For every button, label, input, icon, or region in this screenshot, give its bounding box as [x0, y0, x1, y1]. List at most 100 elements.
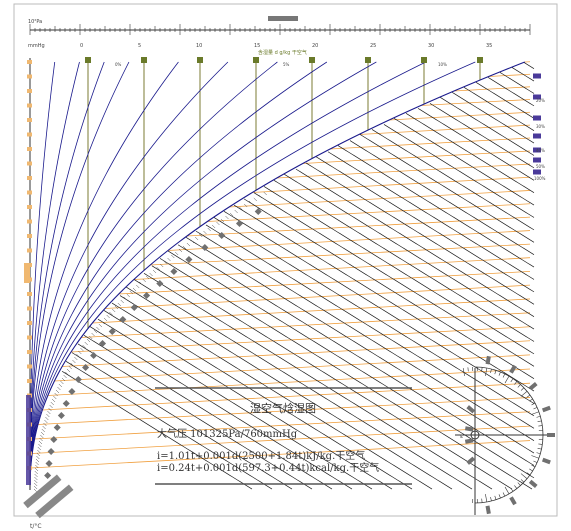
rh-curve — [29, 61, 377, 491]
sat-tick — [84, 341, 88, 346]
enthalpy-line — [151, 265, 513, 490]
sat-tick — [44, 419, 48, 424]
sat-tick — [203, 230, 207, 235]
sat-tick — [239, 206, 243, 211]
sat-tick — [49, 404, 53, 409]
sat-tick — [76, 353, 80, 358]
rh-curve — [29, 61, 105, 491]
sat-tick — [93, 329, 98, 334]
sat-marker — [235, 219, 244, 228]
enthalpy-line — [475, 82, 535, 119]
sat-tick — [48, 407, 52, 412]
heat-moisture-ratio-protractor: ε — [455, 355, 555, 515]
sat-tick — [120, 299, 124, 304]
left-temp-marker — [27, 74, 32, 79]
sat-tick — [220, 218, 225, 223]
enthalpy-line — [133, 279, 473, 490]
top-tick-label: 35 — [486, 43, 492, 49]
chart-frame — [13, 3, 558, 517]
sat-marker — [143, 291, 151, 300]
temperature-line — [32, 425, 531, 454]
enthalpy-line — [167, 250, 535, 479]
enthalpy-line — [405, 113, 535, 193]
sat-tick — [68, 365, 72, 370]
sat-tick — [145, 275, 150, 280]
rh-label: 100% — [534, 176, 546, 181]
sat-tick — [263, 191, 267, 196]
sat-tick — [35, 461, 39, 466]
protractor-tick — [514, 381, 518, 385]
sat-tick — [211, 224, 216, 229]
protractor-tick — [504, 375, 510, 384]
sat-tick — [86, 338, 91, 343]
sat-tick — [40, 431, 45, 436]
left-temp-marker — [27, 118, 32, 122]
formula-kcal: i=0.24t+0.001d(597.3+0.44t)kcal/kg.干空气 — [157, 461, 379, 474]
protractor-tick — [517, 482, 521, 486]
top-moisture-marker — [309, 57, 315, 63]
sat-tick — [171, 254, 175, 259]
right-markers — [533, 73, 541, 175]
sat-tick — [39, 437, 43, 442]
left-temp-marker — [27, 219, 32, 224]
sat-marker — [47, 447, 55, 456]
sat-marker — [108, 327, 116, 336]
temperature-line — [133, 257, 531, 280]
rh-curve — [29, 61, 229, 491]
formula-kj: i=1.01t+0.001d(2500+1.84t)kJ/kg.干空气 — [157, 449, 365, 462]
sat-marker — [185, 255, 193, 264]
saturation-scale — [33, 188, 272, 493]
sat-tick — [207, 227, 211, 232]
sat-tick — [70, 362, 74, 367]
protractor-marker — [541, 405, 551, 413]
sat-tick — [35, 458, 40, 463]
protractor-marker-inner — [464, 438, 474, 444]
protractor-tick — [517, 384, 521, 388]
sat-tick — [178, 248, 183, 253]
moisture-lines — [87, 60, 481, 329]
protractor-tick — [531, 464, 536, 468]
sat-tick — [229, 212, 234, 217]
saturation-markers — [43, 207, 262, 492]
sat-tick — [41, 428, 46, 433]
sat-tick — [167, 257, 171, 262]
sat-tick — [123, 296, 127, 301]
right-marker — [533, 73, 541, 79]
info-box: 湿空气焓湿图 大气压 101325Pa/760mmHg i=1.01t+0.00… — [155, 387, 412, 485]
enthalpy-line — [315, 156, 535, 293]
sat-tick — [109, 311, 113, 316]
protractor-marker-inner — [466, 456, 476, 465]
protractor-marker — [485, 505, 491, 515]
protractor-tick — [537, 448, 542, 450]
enthalpy-line — [523, 62, 535, 69]
enthalpy-line — [71, 352, 293, 490]
left-temp-marker — [27, 335, 32, 340]
sat-tick — [65, 371, 69, 376]
rh-label: 10% — [438, 62, 447, 67]
enthalpy-line — [119, 295, 433, 490]
left-temp-marker — [27, 132, 32, 137]
sat-tick — [152, 269, 157, 274]
enthalpy-line — [103, 310, 393, 490]
protractor-marker-inner — [464, 426, 474, 432]
enthalpy-line — [305, 162, 535, 305]
temperature-line — [81, 312, 531, 338]
temperature-line — [276, 163, 531, 179]
right-marker — [533, 94, 541, 100]
temperature-line — [167, 230, 531, 251]
left-temp-marker — [27, 147, 32, 151]
top-moisture-marker — [365, 57, 371, 63]
sat-tick — [58, 383, 63, 388]
sat-tick — [139, 281, 143, 286]
rh-curve — [29, 61, 426, 491]
temperature-line — [453, 86, 531, 92]
temperature-line — [47, 368, 531, 396]
enthalpy-line — [295, 168, 535, 317]
protractor-marker — [509, 364, 517, 374]
enthalpy-line — [253, 192, 535, 367]
sat-tick — [36, 452, 41, 457]
left-temp-marker — [27, 234, 32, 238]
sat-tick — [163, 260, 168, 265]
enthalpy-line — [349, 140, 535, 255]
